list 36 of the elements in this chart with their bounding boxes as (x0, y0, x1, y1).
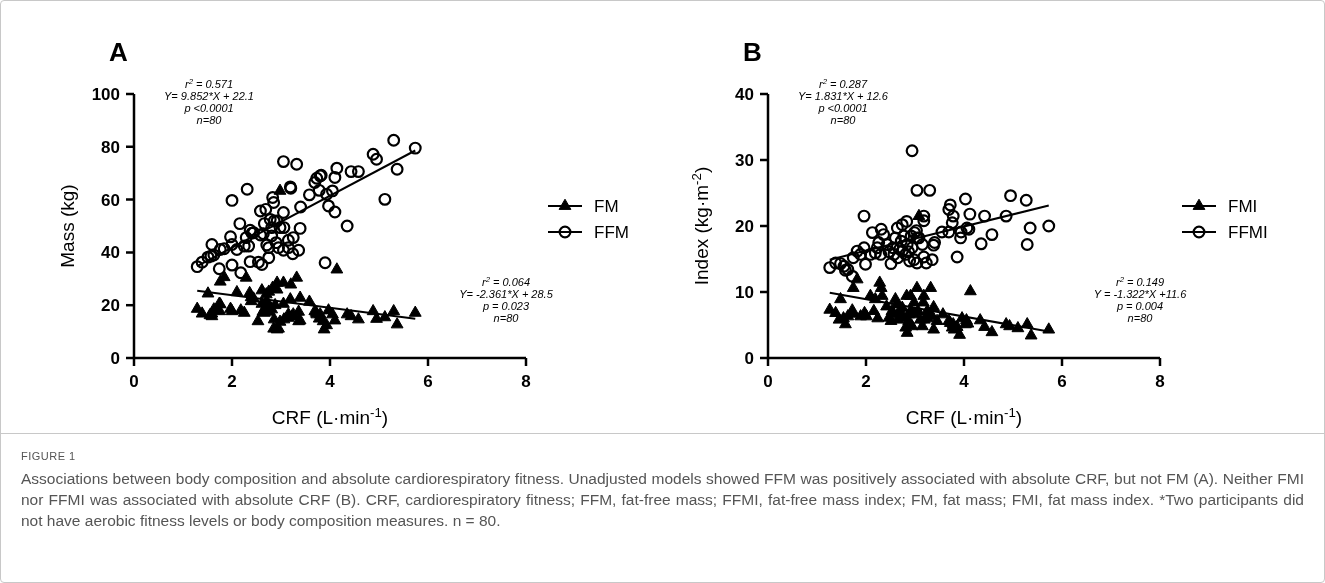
legend-label: FFMI (1228, 222, 1268, 242)
x-tick-label: 8 (521, 372, 531, 391)
x-tick-label: 8 (1155, 372, 1165, 391)
y-tick-label: 30 (735, 150, 754, 170)
chart-title: B (743, 37, 762, 67)
annotation: r$^{2}$ = 0.064 Y= -2.361*X + 28.5 p = 0.023 n=80 (459, 274, 554, 324)
legend-label: FFM (594, 222, 629, 242)
y-tick-label: 40 (101, 243, 120, 263)
text: Associations between body composition and absolute cardiorespiratory fitness. Unadjusted models showed FFM was positively associated with absolute CRF, but not FM (A). Neither FMI nor FFMI was associated with absolute CRF (B). CRF, cardiorespiratory fitness; FFM, fat-free mass; FFMI, fat-free mass index; FM, fat mass; FMI, fat mass index. *Two participants did not have aerobic fitness levels or body composition measures. n = 80. (21, 469, 1304, 531)
y-tick-label: 20 (735, 216, 754, 236)
y-tick-label: 10 (735, 282, 754, 302)
y-tick-label: 0 (744, 348, 754, 368)
legend-label: FMI (1228, 196, 1258, 216)
chart-title: A (109, 37, 128, 67)
y-tick-label: 100 (91, 84, 120, 104)
legend-label: FM (594, 196, 619, 216)
y-tick-label: 60 (101, 190, 120, 210)
x-tick-label: 0 (763, 372, 773, 391)
y-axis-title: Mass (kg) (57, 184, 78, 268)
x-tick-label: 2 (861, 372, 871, 391)
x-tick-label: 2 (227, 372, 237, 391)
x-axis-title: CRF (L·min$^{-1}$) (905, 404, 1023, 428)
annotation: r$^{2}$ = 0.149 Y = -1.322*X +11.6 p = 0.004 n=80 (1093, 274, 1188, 324)
x-tick-label: 4 (325, 372, 336, 391)
annotation: r$^{2}$ = 0.571 Y= 9.852*X + 22.1 p <0.0001 n=80 (164, 76, 254, 126)
x-axis-title: CRF (L·min$^{-1}$) (271, 404, 389, 428)
x-tick-label: 6 (1057, 372, 1067, 391)
x-tick-label: 6 (423, 372, 433, 391)
annotation: r$^{2}$ = 0.287 Y= 1.831*X + 12.6 p <0.0001 n=80 (798, 76, 889, 126)
x-tick-label: 4 (959, 372, 970, 391)
x-tick-label: 0 (129, 372, 139, 391)
y-tick-label: 20 (101, 296, 120, 316)
y-tick-label: 40 (735, 84, 754, 104)
y-tick-label: 0 (110, 348, 120, 368)
text: FIGURE 1 (21, 450, 77, 462)
y-tick-label: 80 (101, 137, 120, 157)
